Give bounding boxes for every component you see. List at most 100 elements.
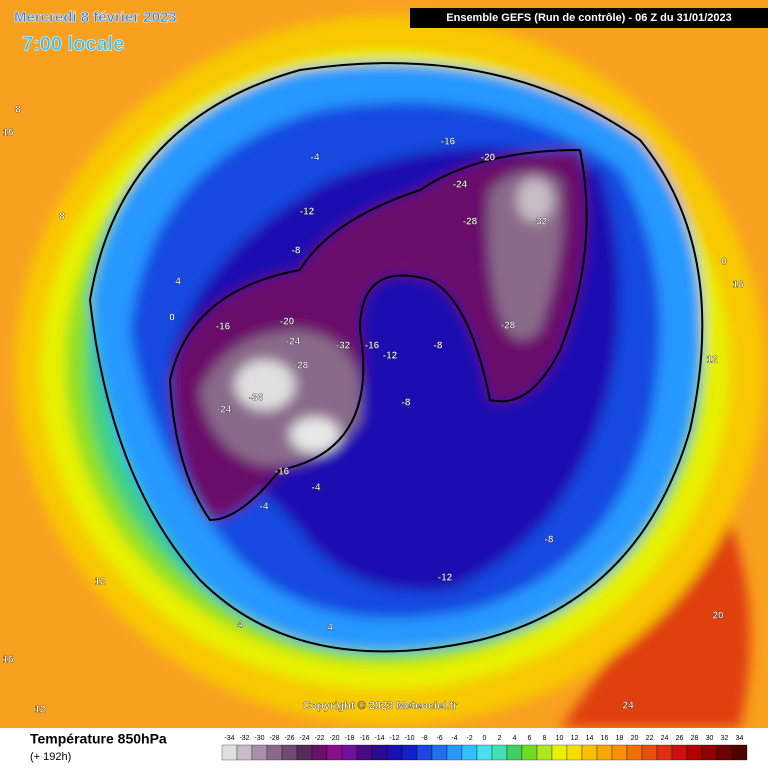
contour-label: 16 xyxy=(2,128,14,139)
run-banner xyxy=(410,8,768,28)
legend-swatch xyxy=(236,744,253,761)
contour-label: 12 xyxy=(706,355,718,366)
legend-label: -4 xyxy=(451,735,457,742)
legend-swatch xyxy=(686,744,703,761)
legend-swatch xyxy=(296,744,313,761)
legend-label: 26 xyxy=(676,735,684,742)
legend-label: 0 xyxy=(483,735,487,742)
legend-label: 32 xyxy=(721,735,729,742)
contour-label: 16 xyxy=(732,280,744,291)
contour-label: -16 xyxy=(365,341,380,352)
contour-label: 20 xyxy=(712,611,724,622)
legend-swatch xyxy=(491,744,508,761)
contour-label: 16 xyxy=(2,655,14,666)
contour-label: 12 xyxy=(34,705,46,716)
legend-label: -24 xyxy=(299,735,309,742)
legend-label: -20 xyxy=(329,735,339,742)
contour-label: -28 xyxy=(463,217,478,228)
legend-swatch xyxy=(506,744,523,761)
legend-label: 18 xyxy=(616,735,624,742)
legend-swatch xyxy=(446,744,463,761)
legend-label: 14 xyxy=(586,735,594,742)
legend-label: -34 xyxy=(224,735,234,742)
contour-label: -32 xyxy=(336,341,351,352)
contour-label: -24 xyxy=(217,405,232,416)
contour-label: 0 xyxy=(169,313,175,324)
legend-swatch xyxy=(566,744,583,761)
legend-label: -22 xyxy=(314,735,324,742)
legend-swatch xyxy=(341,744,358,761)
contour-label: 4 xyxy=(175,277,181,288)
legend-label: -2 xyxy=(466,735,472,742)
contour-label: -8 xyxy=(292,246,301,257)
contour-label: -32 xyxy=(533,217,548,228)
contour-label: 8 xyxy=(59,212,65,223)
legend-label: 30 xyxy=(706,735,714,742)
contour-label: -8 xyxy=(545,535,554,546)
legend-swatch xyxy=(641,744,658,761)
map-date: Mercredi 8 février 2023 xyxy=(14,9,177,26)
contour-label: -24 xyxy=(453,180,468,191)
legend-label: 20 xyxy=(631,735,639,742)
legend-swatch xyxy=(221,744,238,761)
legend-swatch xyxy=(581,744,598,761)
contour-label: -28 xyxy=(501,321,516,332)
legend-swatch xyxy=(266,744,283,761)
contour-label: -20 xyxy=(481,153,496,164)
contour-label: -16 xyxy=(275,467,290,478)
contour-label: -4 xyxy=(260,502,269,513)
lead-time: (+ 192h) xyxy=(30,751,71,763)
legend-label: 28 xyxy=(691,735,699,742)
legend-label: 34 xyxy=(736,735,744,742)
legend-label: -30 xyxy=(254,735,264,742)
legend-label: 10 xyxy=(556,735,564,742)
legend-swatch xyxy=(326,744,343,761)
contour-labels: -16-20-24-28 -32-28-16-12-8-40481216-20-2… xyxy=(2,104,744,716)
contour-label: -4 xyxy=(312,483,321,494)
legend-label: -10 xyxy=(404,735,414,742)
variable: Température 850hPa xyxy=(30,731,167,747)
contour-label: 4 xyxy=(237,620,243,631)
contour-label: -12 xyxy=(438,573,453,584)
legend-swatch xyxy=(671,744,688,761)
legend-swatch xyxy=(461,744,478,761)
map-time: 7:00 locale xyxy=(22,33,124,55)
legend-swatch xyxy=(521,744,538,761)
legend-swatch xyxy=(656,744,673,761)
legend-swatch xyxy=(281,744,298,761)
contour-label: 8 xyxy=(15,105,21,116)
legend-label: -28 xyxy=(269,735,279,742)
color-scale: -34 -32 -30 -28 -26 -24 -22 -20 -18 -16 -14 -12 -10-… xyxy=(221,735,748,761)
legend-swatch xyxy=(551,744,568,761)
legend-label: 16 xyxy=(601,735,609,742)
legend-swatch xyxy=(611,744,628,761)
legend-label: -12 xyxy=(389,735,399,742)
legend-label: -8 xyxy=(421,735,427,742)
contour-label: 12 xyxy=(94,577,106,588)
contour-label: -8 xyxy=(402,398,411,409)
legend-swatch xyxy=(731,744,748,761)
legend-swatch xyxy=(416,744,433,761)
legend-label: 24 xyxy=(661,735,669,742)
legend-label: 6 xyxy=(528,735,532,742)
legend-label: 12 xyxy=(571,735,579,742)
map: Mercredi 8 février 2023 7:00 locale Ense… xyxy=(0,0,768,728)
legend-swatch xyxy=(431,744,448,761)
legend-label: -18 xyxy=(344,735,354,742)
legend-label: -6 xyxy=(436,735,442,742)
legend-swatch xyxy=(311,744,328,761)
legend-swatch xyxy=(386,744,403,761)
contour-label: -4 xyxy=(311,153,320,164)
contour-label: 24 xyxy=(622,701,634,712)
legend-label: -32 xyxy=(239,735,249,742)
legend-swatch xyxy=(701,744,718,761)
contour-label: -8 xyxy=(434,341,443,352)
contour-label: -12 xyxy=(300,207,315,218)
contour-label: -12 xyxy=(383,351,398,362)
legend-swatch xyxy=(716,744,733,761)
contour-label: -16 xyxy=(216,322,231,333)
contour-label: -20 xyxy=(280,317,295,328)
legend-swatch xyxy=(251,744,268,761)
legend-swatch xyxy=(401,744,418,761)
